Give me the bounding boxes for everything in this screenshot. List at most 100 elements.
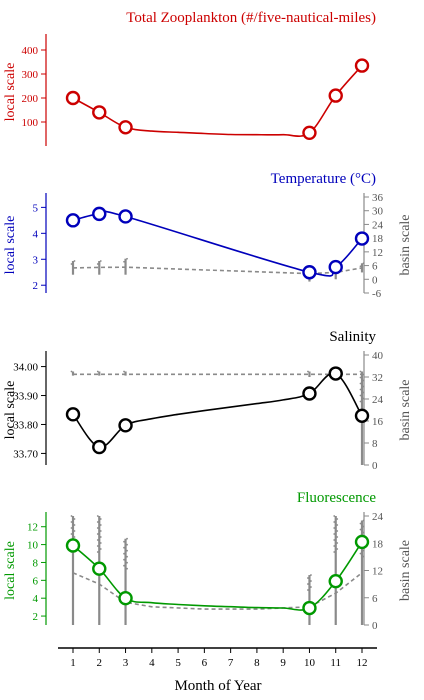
basin-outlier-dot bbox=[359, 552, 362, 555]
right-tick-label: 0 bbox=[372, 274, 378, 286]
basin-outlier-dot bbox=[96, 263, 99, 265]
basin-outlier-dot bbox=[333, 539, 336, 541]
basin-outlier-dot bbox=[99, 524, 102, 526]
panel-1: Total Zooplankton (#/five-nautical-miles… bbox=[3, 10, 376, 146]
series-line bbox=[72, 541, 363, 611]
basin-outlier-dot bbox=[359, 265, 362, 268]
left-tick-label: 33.70 bbox=[13, 448, 38, 460]
basin-outlier-dot bbox=[333, 521, 336, 523]
x-tick-label: 12 bbox=[357, 657, 368, 669]
basin-outlier-dot bbox=[333, 515, 336, 517]
series-line bbox=[72, 210, 363, 277]
data-point bbox=[65, 538, 81, 553]
right-tick-label: 32 bbox=[372, 372, 383, 384]
basin-mean-line bbox=[72, 572, 363, 610]
basin-outlier-dot bbox=[333, 551, 336, 553]
basin-outlier-dot bbox=[126, 561, 128, 564]
left-tick-label: 2 bbox=[33, 611, 39, 623]
basin-outlier-dot bbox=[310, 580, 312, 582]
left-tick-label: 8 bbox=[33, 557, 39, 569]
data-point bbox=[65, 407, 81, 422]
data-point bbox=[302, 125, 317, 141]
data-point bbox=[118, 209, 133, 224]
basin-outlier-dot bbox=[310, 586, 312, 588]
basin-outlier-dot bbox=[99, 542, 102, 544]
right-tick-label: 6 bbox=[372, 261, 378, 273]
basin-outlier-dot bbox=[123, 260, 125, 263]
basin-outlier-dot bbox=[126, 567, 128, 570]
basin-outlier-dot bbox=[126, 549, 128, 552]
data-point bbox=[118, 120, 133, 135]
data-point bbox=[354, 408, 370, 423]
x-tick-label: 6 bbox=[202, 657, 208, 669]
basin-outlier-dot bbox=[73, 524, 76, 526]
right-axis-label: basin scale bbox=[398, 540, 413, 601]
left-tick-label: 3 bbox=[33, 254, 39, 266]
data-point bbox=[328, 366, 343, 381]
left-tick-label: 33.80 bbox=[13, 419, 38, 431]
basin-outlier-dot bbox=[126, 257, 128, 260]
right-tick-label: 12 bbox=[372, 566, 383, 578]
basin-outlier-dot bbox=[310, 574, 312, 576]
left-tick-label: 33.90 bbox=[13, 391, 38, 403]
basin-outlier-dot bbox=[336, 524, 339, 526]
x-tick-label: 7 bbox=[228, 657, 234, 669]
basin-outlier-dot bbox=[96, 545, 99, 547]
x-tick-label: 9 bbox=[280, 657, 286, 669]
x-tick-label: 5 bbox=[175, 657, 181, 669]
data-point bbox=[328, 88, 343, 103]
x-tick-label: 1 bbox=[70, 657, 76, 669]
data-point bbox=[92, 206, 107, 222]
basin-outlier-dot bbox=[307, 583, 309, 585]
basin-outlier-dot bbox=[70, 515, 73, 517]
basin-outlier-dot bbox=[70, 263, 73, 265]
basin-outlier-dot bbox=[359, 388, 362, 391]
basin-outlier-dot bbox=[70, 533, 73, 535]
left-tick-label: 10 bbox=[27, 540, 39, 552]
basin-outlier-dot bbox=[96, 521, 99, 523]
basin-outlier-dot bbox=[123, 370, 125, 373]
x-tick-label: 8 bbox=[254, 657, 260, 669]
x-tick-label: 10 bbox=[304, 657, 316, 669]
left-tick-label: 12 bbox=[27, 522, 38, 534]
basin-outlier-dot bbox=[333, 527, 336, 529]
basin-outlier-dot bbox=[99, 518, 102, 520]
left-tick-label: 34.00 bbox=[13, 362, 38, 374]
basin-outlier-dot bbox=[307, 370, 309, 373]
left-axis-label: local scale bbox=[3, 216, 18, 275]
left-tick-label: 200 bbox=[22, 93, 39, 105]
basin-outlier-dot bbox=[123, 552, 125, 555]
basin-outlier-dot bbox=[99, 260, 102, 262]
basin-outlier-dot bbox=[362, 379, 365, 382]
panel-title: Temperature (°C) bbox=[271, 171, 376, 187]
basin-outlier-dot bbox=[126, 537, 128, 540]
data-point bbox=[328, 259, 343, 275]
data-point bbox=[92, 561, 107, 576]
left-tick-label: 300 bbox=[22, 69, 39, 81]
series-line bbox=[72, 65, 363, 137]
right-axis-label: basin scale bbox=[398, 214, 413, 275]
basin-outlier-dot bbox=[336, 518, 339, 520]
basin-outlier-dot bbox=[362, 373, 365, 376]
basin-outlier-dot bbox=[96, 539, 99, 541]
x-axis-label: Month of Year bbox=[174, 678, 261, 694]
basin-outlier-dot bbox=[96, 533, 99, 535]
basin-outlier-dot bbox=[123, 546, 125, 549]
data-point bbox=[65, 213, 81, 228]
left-axis-label: local scale bbox=[3, 63, 18, 122]
left-tick-label: 2 bbox=[33, 280, 39, 292]
data-point bbox=[302, 600, 317, 616]
data-point bbox=[92, 439, 107, 455]
basin-outlier-dot bbox=[73, 260, 76, 262]
panel-title: Total Zooplankton (#/five-nautical-miles… bbox=[126, 10, 376, 26]
right-tick-label: 36 bbox=[372, 192, 384, 204]
series-line bbox=[72, 372, 363, 448]
left-axis-label: local scale bbox=[3, 381, 18, 440]
right-tick-label: 40 bbox=[372, 350, 384, 362]
data-point bbox=[302, 265, 317, 280]
x-tick-label: 2 bbox=[97, 657, 103, 669]
basin-outlier-dot bbox=[359, 528, 362, 531]
data-point bbox=[92, 105, 107, 120]
data-point bbox=[354, 231, 370, 246]
